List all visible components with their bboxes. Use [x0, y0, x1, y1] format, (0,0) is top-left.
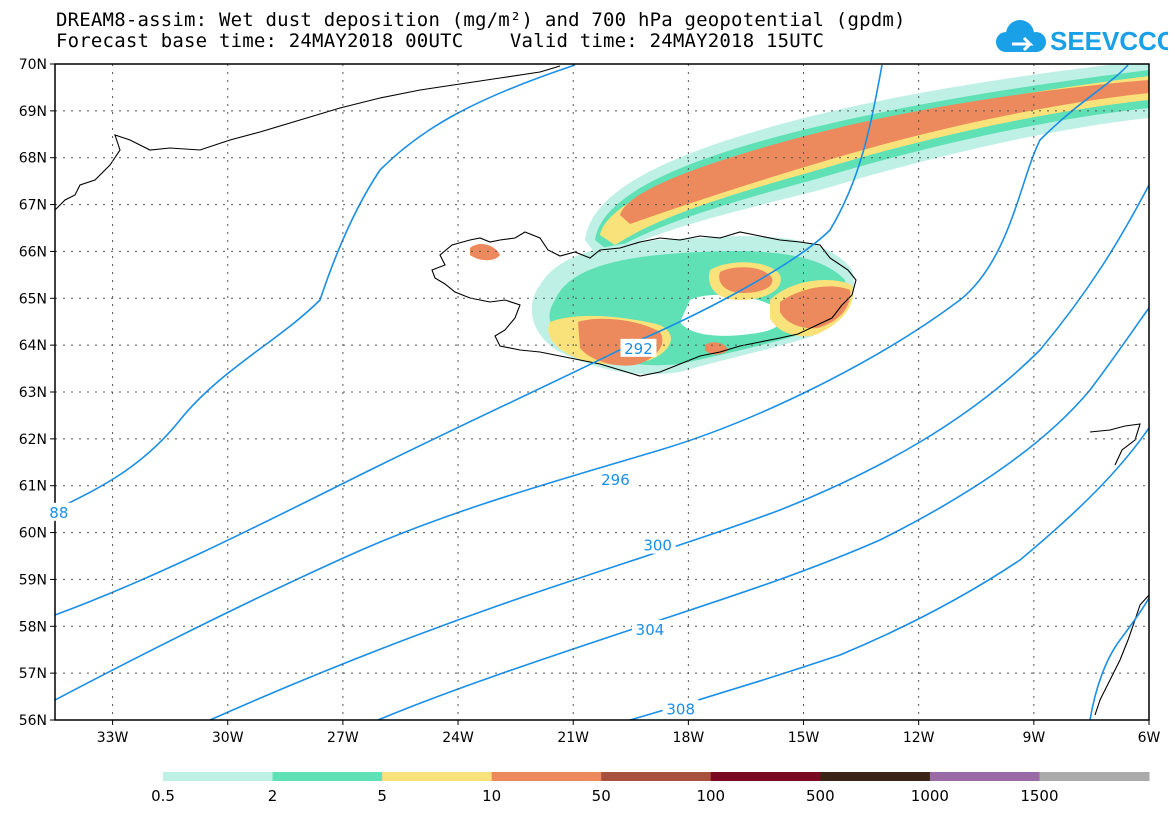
greenland-coastline [55, 65, 561, 211]
lat-tick-label: 56N [19, 713, 47, 729]
contour-label: 88 [49, 504, 68, 522]
lat-tick-label: 59N [19, 572, 47, 588]
contour-label: 296 [601, 471, 630, 489]
lat-tick-label: 64N [19, 338, 47, 354]
contour-292 [55, 64, 883, 616]
lon-tick-label: 12W [903, 730, 935, 746]
shetland-coastline [1094, 594, 1149, 716]
lon-tick-label: 30W [212, 730, 244, 746]
contour-label: 292 [624, 340, 653, 358]
latitude-axis: 70N 69N 68N 67N 66N 65N 64N 63N 62N 61N 60N 59N 58N 5… [19, 57, 55, 729]
contour-label-bg [620, 338, 657, 357]
faroe-coastline [1089, 423, 1141, 466]
contour-label-bg [631, 619, 668, 638]
contour-label: 304 [636, 621, 665, 639]
lat-tick-label: 57N [19, 666, 47, 682]
dust-east-orange [719, 267, 773, 293]
map-subtitle: Forecast base time: 24MAY2018 00UTC Vali… [56, 30, 825, 52]
contour-308 [629, 427, 1149, 720]
lon-tick-label: 15W [788, 730, 820, 746]
lat-tick-label: 60N [19, 526, 47, 542]
contour-300 [209, 184, 1149, 720]
lon-tick-label: 27W [327, 730, 359, 746]
map-title: DREAM8-assim: Wet dust deposition (mg/m²… [56, 9, 906, 31]
lat-tick-label: 61N [19, 479, 47, 495]
iceland-coastline [431, 231, 857, 377]
lon-tick-label: 6W [1138, 730, 1161, 746]
longitude-axis: 33W 30W 27W 24W 21W 18W 15W 12W 9W 6W [97, 720, 1161, 746]
grid-lines [55, 64, 1149, 720]
contour-296 [55, 64, 1129, 701]
dust-plume-yellow [600, 76, 1149, 245]
lon-tick-label: 24W [442, 730, 474, 746]
lat-tick-label: 69N [19, 104, 47, 120]
dust-deposition-layer [470, 64, 1149, 375]
lon-tick-label: 9W [1022, 730, 1045, 746]
lat-tick-label: 63N [19, 385, 47, 401]
lat-tick-label: 67N [19, 198, 47, 214]
contour-label-bg [597, 470, 634, 489]
lon-tick-label: 33W [97, 730, 129, 746]
seevccc-logo: SEEVCCC [996, 20, 1168, 56]
contour-label: 300 [643, 537, 672, 555]
contour-label-bg [45, 502, 72, 521]
lat-tick-label: 62N [19, 432, 47, 448]
lat-tick-label: 58N [19, 619, 47, 635]
lat-tick-label: 66N [19, 244, 47, 260]
cloud-icon [996, 20, 1046, 52]
lat-tick-label: 65N [19, 291, 47, 307]
contour-288 [55, 64, 576, 511]
contour-304 [377, 307, 1149, 720]
lat-tick-label: 68N [19, 151, 47, 167]
dust-plume-core [620, 80, 1149, 224]
contour-label-bg [662, 699, 699, 718]
contour-label-bg [639, 535, 676, 554]
contour-label: 308 [666, 701, 695, 719]
contour-312 [1089, 597, 1149, 720]
lon-tick-label: 21W [557, 730, 589, 746]
dust-nw-orange [470, 244, 500, 261]
geopotential-contours [55, 64, 1149, 720]
coastlines-layer [55, 65, 1149, 716]
contour-labels: 292 296 300 304 308 88 [45, 338, 699, 719]
lon-tick-label: 18W [673, 730, 705, 746]
logo-text: SEEVCCC [1050, 26, 1168, 56]
dust-iceland-clear [680, 294, 783, 336]
lat-tick-label: 70N [19, 57, 47, 73]
